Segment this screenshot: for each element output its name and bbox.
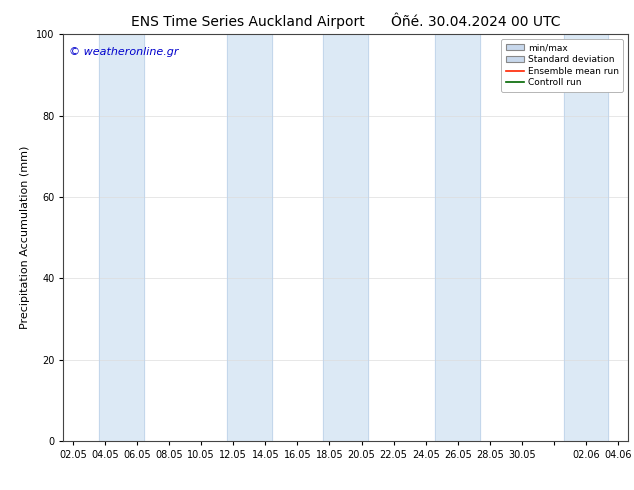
Bar: [436, 34, 480, 441]
Bar: [323, 34, 368, 441]
Bar: [564, 34, 609, 441]
Text: © weatheronline.gr: © weatheronline.gr: [69, 47, 179, 56]
Y-axis label: Precipitation Accumulation (mm): Precipitation Accumulation (mm): [20, 146, 30, 329]
Legend: min/max, Standard deviation, Ensemble mean run, Controll run: min/max, Standard deviation, Ensemble me…: [501, 39, 623, 92]
Title: ENS Time Series Auckland Airport      Ôñé. 30.04.2024 00 UTC: ENS Time Series Auckland Airport Ôñé. 30…: [131, 12, 560, 29]
Bar: [227, 34, 272, 441]
Bar: [99, 34, 143, 441]
